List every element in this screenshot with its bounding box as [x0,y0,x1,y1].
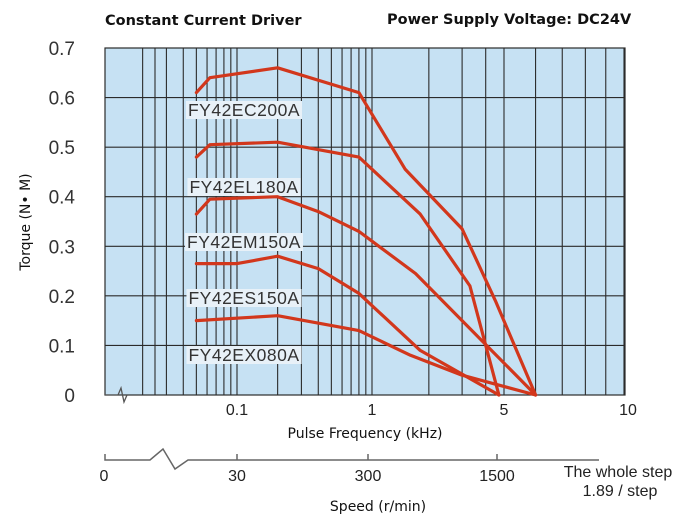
x-tick-label: 1 [368,402,377,419]
series-label-background [186,346,302,364]
speed-tick-label: 1500 [479,468,515,485]
series-label: FY42ES150A [188,288,299,308]
step-note-line1: The whole step [564,464,673,481]
y-tick-label: 0.5 [49,138,75,159]
series-label: FY42EL180A [189,177,298,197]
y-tick-label: 0.1 [49,336,75,357]
x-tick-label: 10 [619,402,637,419]
series-line-FY42EX080A [194,314,538,397]
series-line-FY42EC200A [194,66,538,397]
y-tick-label: 0.2 [49,287,75,308]
series-label: FY42EC200A [188,100,300,120]
speed-tick-label: 30 [228,468,246,485]
series-labels: FY42EC200A FY42EL180A FY42EM150A FY42ES150A… [185,100,303,365]
series-label: FY42EM150A [187,232,301,252]
y-tick-label: 0.6 [49,89,75,110]
series-line-FY42ES150A [194,254,501,397]
series-label-background [185,233,303,251]
y-tick-label: 0.7 [49,39,75,60]
y-tick-label: 0.4 [49,188,76,209]
x-tick-label: 0.1 [226,402,248,419]
series-label-background [187,178,301,196]
y-tick-label: 0 [64,386,75,407]
chart-title-right: Power Supply Voltage: DC24V [387,12,632,28]
plot-border [104,47,626,396]
x-ticks: 0.1 1 5 10 [226,402,637,419]
speed-tick-label: 0 [100,468,109,485]
series-line-FY42EM150A [194,195,538,397]
series-line-FY42EL180A [194,140,501,397]
series-label-background [186,289,302,307]
x-tick-label: 5 [500,402,509,419]
axis-break-icon [105,385,128,405]
speed-axis-label: Speed (r/min) [330,499,426,515]
y-tick-label: 0.3 [49,237,75,258]
y-ticks: 0 0.1 0.2 0.3 0.4 0.5 0.6 0.7 [49,39,76,407]
step-note-line2: 1.89 / step [583,483,658,500]
series-label: FY42EX080A [188,345,299,365]
x-axis-label: Pulse Frequency (kHz) [288,426,443,442]
y-axis-label: Torque (N• M) [18,173,34,271]
chart-title-left: Constant Current Driver [105,13,302,29]
series-lines [194,66,538,397]
speed-tick-label: 300 [355,468,382,485]
series-label-background [185,101,303,119]
speed-axis-line [104,447,599,471]
